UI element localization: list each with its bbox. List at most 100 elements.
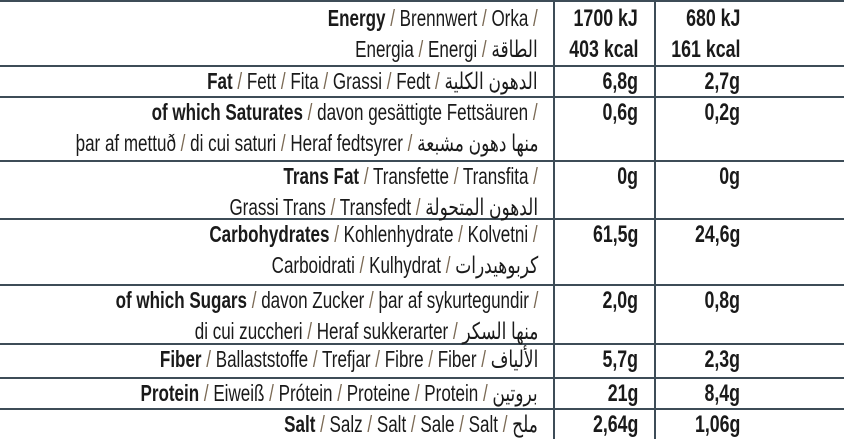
separator: / [528, 5, 538, 31]
value-per-portion: 2,7g [704, 68, 740, 95]
label-term: Fiber [159, 346, 202, 372]
separator: / [199, 380, 214, 406]
nutrient-row-fiber: Fiber / Ballaststoffe / Trefjar / Fibre … [0, 343, 844, 377]
nutrient-row-protein: Protein / Eiweiß / Prótein / Proteine / … [0, 377, 844, 408]
nutrient-label-line: Grassi Trans / Transfedt / الدهون المتحو… [229, 192, 538, 223]
separator: / [430, 68, 445, 94]
separator: / [233, 68, 248, 94]
separator: / [447, 318, 463, 344]
label-term: كربوهيدرات [454, 252, 538, 278]
label-term: Brennwert [399, 5, 478, 31]
separator: / [476, 346, 491, 372]
nutrient-row-sugars: of which Sugars / davon Zucker / þar af … [0, 284, 844, 344]
nutrient-label-line: Energia / Energi / الطاقة [355, 34, 538, 65]
separator: / [528, 163, 538, 189]
nutrient-label-line: Trans Fat / Transfette / Transfita / [284, 161, 538, 192]
label-term: ملح [512, 411, 538, 437]
nutrient-label-line: Protein / Eiweiß / Prótein / Proteine / … [141, 378, 538, 409]
separator: / [201, 346, 216, 372]
separator: / [382, 68, 397, 94]
label-term: Trans Fat [283, 163, 360, 189]
separator: / [477, 36, 492, 62]
separator: / [175, 130, 190, 156]
label-term: Kolvetni [467, 221, 529, 247]
nutrient-row-energy: Energy / Brennwert / Orka / Energia / Ene… [0, 2, 844, 65]
value-per-portion: 1,06g [694, 411, 740, 438]
separator: / [354, 252, 369, 278]
row-divider [0, 96, 844, 98]
label-term: Grassi Trans [229, 194, 326, 220]
separator: / [315, 411, 330, 437]
separator: / [528, 221, 538, 247]
separator: / [498, 411, 513, 437]
label-term: Proteine [347, 380, 411, 406]
nutrient-label-line: of which Saturates / davon gesättigte Fe… [152, 97, 538, 128]
label-term: Heraf fedtsyrer [289, 130, 403, 156]
value-per-100g: 0g [617, 163, 638, 190]
value-per-100g: 0,6g [602, 99, 638, 126]
separator: / [440, 252, 455, 278]
label-term: þar af sykurtegundir [378, 287, 529, 313]
separator: / [410, 194, 426, 220]
label-term: Fedt [396, 68, 431, 94]
nutrient-label-line: Salt / Salz / Salt / Sale / Salt / ملح [284, 409, 538, 439]
label-term: Protein [424, 380, 479, 406]
separator: / [406, 411, 421, 437]
value-per-portion: 24,6g [694, 221, 740, 248]
label-term: Transfita [462, 163, 529, 189]
separator: / [477, 5, 492, 31]
row-divider [0, 377, 844, 379]
nutrient-row-salt: Salt / Salz / Salt / Sale / Salt / ملح 2,… [0, 408, 844, 439]
row-divider [0, 160, 844, 162]
separator: / [302, 318, 317, 344]
separator: / [453, 221, 468, 247]
value-per-100g: 1700 kJ [573, 5, 638, 32]
label-term: Transfedt [339, 194, 411, 220]
label-term: Prótein [279, 380, 333, 406]
label-term: بروتين [492, 380, 538, 406]
separator: / [319, 68, 334, 94]
label-term: Orka [491, 5, 529, 31]
label-term: Fett [247, 68, 277, 94]
separator: / [385, 5, 400, 31]
label-term: Salt [376, 411, 407, 437]
separator: / [363, 287, 379, 313]
label-term: Fiber [437, 346, 477, 372]
separator: / [264, 380, 279, 406]
row-divider [0, 343, 844, 345]
label-term: Kulhydrat [368, 252, 441, 278]
separator: / [332, 380, 348, 406]
row-divider [0, 0, 844, 2]
separator: / [276, 68, 291, 94]
nutrient-label-line: þar af mettuð / di cui saturi / Heraf fe… [75, 128, 538, 159]
row-divider [0, 65, 844, 67]
label-term: þar af mettuð [75, 130, 176, 156]
nutrient-row-fat: Fat / Fett / Fita / Grassi / Fedt / الده… [0, 65, 844, 96]
separator: / [329, 221, 345, 247]
value-per-portion: 0,2g [704, 99, 740, 126]
separator: / [362, 411, 377, 437]
value-per-portion: 2,3g [704, 346, 740, 373]
separator: / [370, 346, 385, 372]
label-term: Energi [428, 36, 478, 62]
separator: / [478, 380, 493, 406]
separator: / [359, 163, 374, 189]
nutrient-label-line: Fiber / Ballaststoffe / Trefjar / Fibre … [160, 344, 538, 375]
nutrient-label-line: Energy / Brennwert / Orka / [328, 3, 538, 34]
nutrient-row-trans-fat: Trans Fat / Transfette / Transfita / Gras… [0, 160, 844, 220]
value-per-100g: 5,7g [602, 346, 638, 373]
value-per-100g: 2,64g [592, 411, 638, 438]
label-term: davon gesättigte Fettsäuren [317, 99, 529, 125]
label-term: منها دهون مشبعة [416, 130, 538, 156]
value-per-portion: 161 kcal [670, 36, 740, 63]
row-divider [0, 408, 844, 410]
separator: / [303, 99, 318, 125]
nutrient-label-line: Carbohydrates / Kohlenhydrate / Kolvetni… [210, 219, 538, 250]
value-per-100g: 6,8g [602, 68, 638, 95]
label-term: Salz [329, 411, 363, 437]
separator: / [449, 163, 463, 189]
value-per-100g: 21g [607, 380, 638, 407]
separator: / [325, 194, 340, 220]
label-term: الدهون الكلية [444, 68, 538, 94]
nutrient-row-carbohydrates: Carbohydrates / Kohlenhydrate / Kolvetni… [0, 218, 844, 284]
